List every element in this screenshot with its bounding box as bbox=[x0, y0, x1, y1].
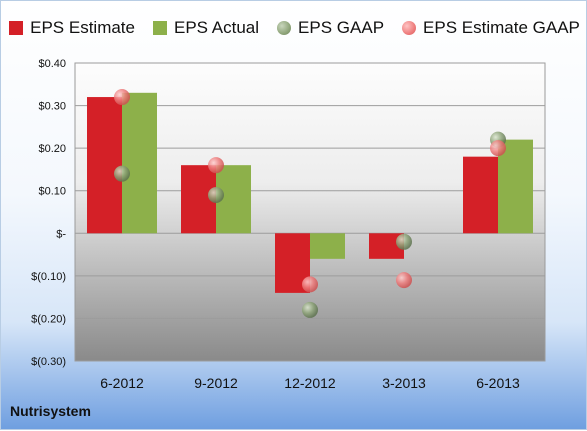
legend-swatch-eps-estimate bbox=[9, 21, 24, 35]
bar-eps-actual bbox=[310, 233, 345, 259]
legend-item-eps-actual: EPS Actual bbox=[152, 18, 260, 38]
legend-label-eps-gaap: EPS GAAP bbox=[298, 18, 385, 37]
legend-item-eps-gaap: EPS GAAP bbox=[277, 18, 384, 38]
x-category-label: 3-2013 bbox=[382, 375, 426, 391]
legend-swatch-eps-gaap bbox=[277, 21, 292, 35]
x-category-label: 9-2012 bbox=[194, 375, 238, 391]
y-tick-label: $0.10 bbox=[38, 186, 66, 198]
point-eps-gaap bbox=[114, 165, 130, 182]
y-tick-label: $0.40 bbox=[38, 58, 66, 70]
bar-eps-estimate bbox=[463, 156, 498, 234]
y-tick-label: $0.20 bbox=[38, 143, 66, 155]
point-eps-estimate-gaap bbox=[114, 89, 130, 106]
legend-item-eps-estimate: EPS Estimate bbox=[9, 18, 135, 38]
point-eps-gaap bbox=[208, 186, 224, 203]
bar-eps-estimate bbox=[87, 97, 122, 234]
legend-label-eps-estimate-gaap: EPS Estimate GAAP bbox=[423, 18, 580, 37]
bar-marks bbox=[87, 92, 533, 293]
y-tick-label: $0.30 bbox=[38, 101, 66, 113]
legend-swatch-eps-estimate-gaap bbox=[402, 21, 417, 35]
legend-swatch-eps-actual bbox=[152, 21, 167, 35]
point-eps-estimate-gaap bbox=[396, 272, 412, 289]
y-tick-label: $(0.20) bbox=[31, 313, 66, 325]
chart-legend: EPS Estimate EPS Actual EPS GAAP EPS Est… bbox=[1, 13, 587, 43]
point-eps-estimate-gaap bbox=[208, 157, 224, 174]
x-category-label: 12-2012 bbox=[284, 375, 336, 391]
point-eps-estimate-gaap bbox=[302, 276, 318, 293]
point-eps-gaap bbox=[396, 233, 412, 250]
legend-label-eps-actual: EPS Actual bbox=[173, 18, 260, 37]
x-axis-category-labels: 6-2012 9-2012 12-2012 3-2013 6-2013 bbox=[100, 375, 520, 391]
bar-eps-actual bbox=[498, 139, 533, 234]
x-category-label: 6-2013 bbox=[476, 375, 520, 391]
point-eps-gaap bbox=[302, 301, 318, 318]
point-eps-estimate-gaap bbox=[490, 140, 506, 157]
legend-item-eps-estimate-gaap: EPS Estimate GAAP bbox=[402, 18, 580, 38]
legend-label-eps-estimate: EPS Estimate bbox=[30, 18, 135, 37]
y-tick-label: $(0.10) bbox=[31, 271, 66, 283]
x-category-label: 6-2012 bbox=[100, 375, 144, 391]
y-tick-label: $(0.30) bbox=[31, 356, 66, 368]
scatter-marks bbox=[114, 89, 506, 318]
y-axis-tick-labels: $0.40 $0.30 $0.20 $0.10 $- $(0.10) $(0.20) $(0.… bbox=[31, 58, 66, 368]
bar-eps-actual bbox=[122, 92, 157, 234]
y-tick-label: $- bbox=[56, 228, 66, 240]
company-name: Nutrisystem bbox=[10, 403, 91, 419]
